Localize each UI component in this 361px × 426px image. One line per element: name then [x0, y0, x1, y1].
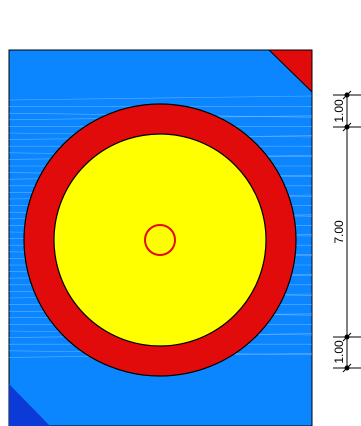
dimension-label-middle: 7.00	[332, 220, 346, 244]
center-mark	[144, 224, 176, 256]
dimension-label-bottom: 1.00	[332, 340, 346, 364]
dimension-label-top: 1.00	[332, 99, 346, 123]
hatch-streak	[9, 95, 312, 101]
corner-top-right	[267, 49, 313, 94]
dimension-dot-1	[344, 92, 350, 98]
dimension-dot-4	[344, 365, 350, 371]
dimension-dot-3	[344, 334, 350, 340]
inner-yellow-disc	[53, 133, 267, 347]
corner-bottom-left	[9, 384, 50, 426]
dimension-dot-2	[344, 124, 350, 130]
